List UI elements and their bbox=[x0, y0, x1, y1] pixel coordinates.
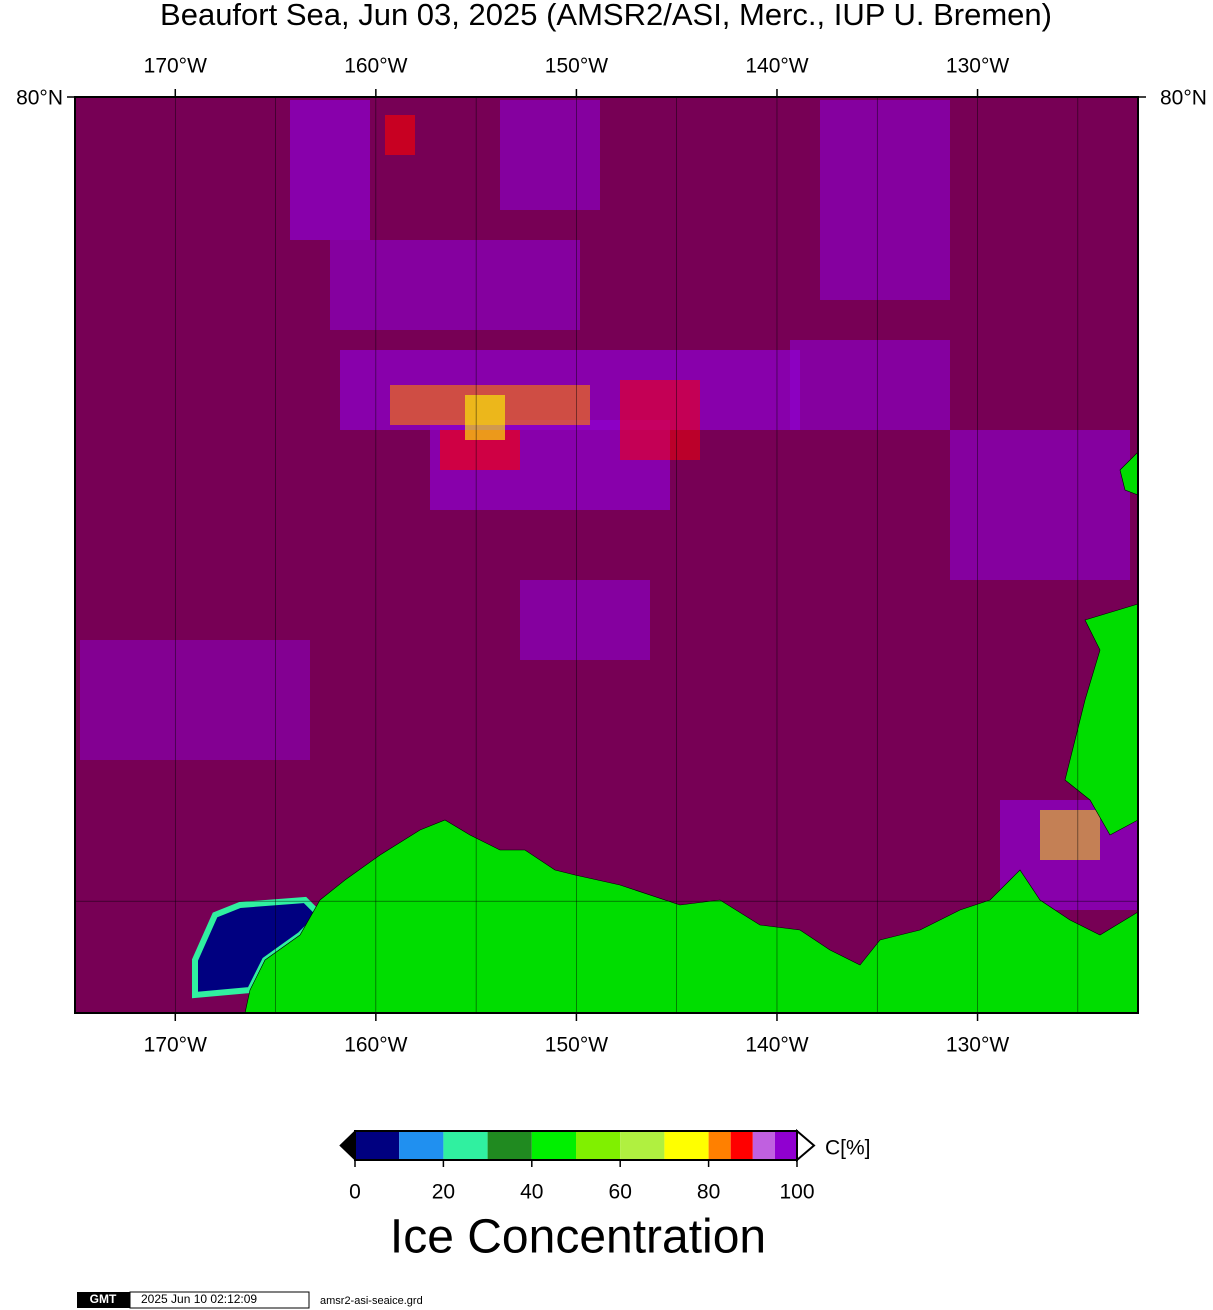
colorbar-over bbox=[796, 1128, 816, 1163]
timestamp-box bbox=[129, 1291, 310, 1309]
colorbar-segment bbox=[774, 1131, 797, 1160]
colorbar-segment bbox=[576, 1131, 621, 1160]
colorbar-unit: C[%] bbox=[825, 1137, 871, 1160]
colorbar-segment bbox=[730, 1131, 753, 1160]
x-tick-label: 160°W bbox=[344, 55, 407, 78]
logo-box bbox=[77, 1292, 130, 1308]
filename: amsr2-asi-seaice.grd bbox=[320, 1295, 423, 1307]
colorbar-segment bbox=[443, 1131, 488, 1160]
colorbar-segment bbox=[355, 1131, 400, 1160]
colorbar-segment bbox=[620, 1131, 665, 1160]
x-tick-label: 140°W bbox=[745, 55, 808, 78]
y-tick-label: 80°N bbox=[16, 87, 63, 110]
colorbar-segment bbox=[399, 1131, 444, 1160]
map bbox=[74, 96, 1139, 1014]
colorbar-segment bbox=[531, 1131, 576, 1160]
colorbar-title: Ice Concentration bbox=[390, 1211, 766, 1264]
colorbar-tick-label: 20 bbox=[432, 1181, 455, 1204]
x-tick-label: 150°W bbox=[545, 55, 608, 78]
colorbar-tick-label: 40 bbox=[520, 1181, 543, 1204]
colorbar-segment bbox=[752, 1131, 775, 1160]
x-tick-label: 160°W bbox=[344, 1034, 407, 1057]
title: Beaufort Sea, Jun 03, 2025 (AMSR2/ASI, M… bbox=[160, 0, 1052, 32]
colorbar-under bbox=[339, 1129, 356, 1162]
graticule bbox=[75, 97, 1138, 1013]
colorbar-tick-label: 80 bbox=[697, 1181, 720, 1204]
timestamp: 2025 Jun 10 02:12:09 bbox=[141, 1292, 257, 1306]
colorbar-frame bbox=[354, 1130, 798, 1161]
colorbar: 0 20 40 60 80 100 bbox=[339, 1128, 816, 1204]
y-tick-label: 80°N bbox=[1160, 87, 1207, 110]
colorbar-segment bbox=[487, 1131, 532, 1160]
colorbar-segment bbox=[664, 1131, 709, 1160]
x-tick-label: 170°W bbox=[144, 1034, 207, 1057]
colorbar-tick-label: 100 bbox=[779, 1181, 814, 1204]
x-tick-label: 140°W bbox=[745, 1034, 808, 1057]
colorbar-segment bbox=[708, 1131, 731, 1160]
ice-high bbox=[385, 115, 1100, 860]
x-tick-label: 170°W bbox=[144, 55, 207, 78]
map-frame bbox=[74, 96, 1139, 1014]
x-tick-label: 130°W bbox=[946, 55, 1009, 78]
colorbar-tick-label: 60 bbox=[609, 1181, 632, 1204]
colorbar-tick-label: 0 bbox=[349, 1181, 361, 1204]
logo: GMT bbox=[90, 1292, 117, 1306]
x-tick-label: 150°W bbox=[545, 1034, 608, 1057]
x-tick-label: 130°W bbox=[946, 1034, 1009, 1057]
